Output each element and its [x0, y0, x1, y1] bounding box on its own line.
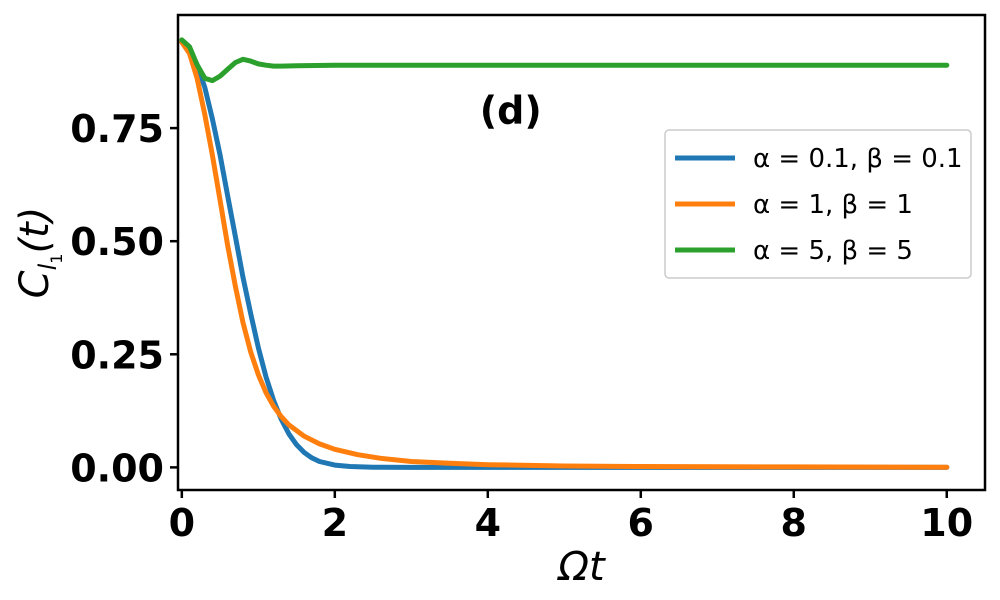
legend-label-1: α = 0.1, β = 0.1 — [753, 144, 963, 174]
x-tick-label: 8 — [781, 501, 807, 545]
y-axis-label-sub: l — [34, 263, 62, 270]
legend-box — [664, 129, 972, 279]
x-tick-label: 4 — [475, 501, 501, 545]
y-axis-label-arg: (t) — [12, 207, 58, 254]
y-tick-label: 0.00 — [70, 446, 164, 490]
x-tick-label: 2 — [322, 501, 348, 545]
legend: α = 0.1, β = 0.1 α = 1, β = 1 α = 5, β = 5 — [664, 129, 972, 279]
y-tick-label: 0.75 — [70, 107, 164, 151]
x-tick-label: 10 — [920, 501, 973, 545]
legend-label-2: α = 1, β = 1 — [753, 190, 913, 220]
legend-items: α = 0.1, β = 0.1 α = 1, β = 1 α = 5, β = 5 — [675, 144, 963, 266]
y-tick-label: 0.50 — [70, 220, 164, 264]
series-line-2 — [179, 39, 950, 470]
plot-area-frame — [176, 13, 987, 492]
panel-annotation: (d) — [480, 89, 542, 133]
y-axis-label-subsub: 1 — [47, 254, 66, 264]
y-axis-label-main: C — [12, 270, 58, 298]
y-tick-label: 0.25 — [70, 333, 164, 377]
x-axis-label: Ωt — [556, 544, 606, 590]
ticks-layer: 0 2 4 6 8 10 0.00 0.25 0.50 0.75 — [70, 107, 973, 545]
series-layer — [179, 37, 950, 470]
x-tick-label: 6 — [628, 501, 654, 545]
y-axis-label: Cl1(t) — [12, 207, 66, 299]
series-line-3 — [179, 37, 950, 84]
x-tick-label: 0 — [169, 501, 195, 545]
legend-label-3: α = 5, β = 5 — [753, 236, 913, 266]
